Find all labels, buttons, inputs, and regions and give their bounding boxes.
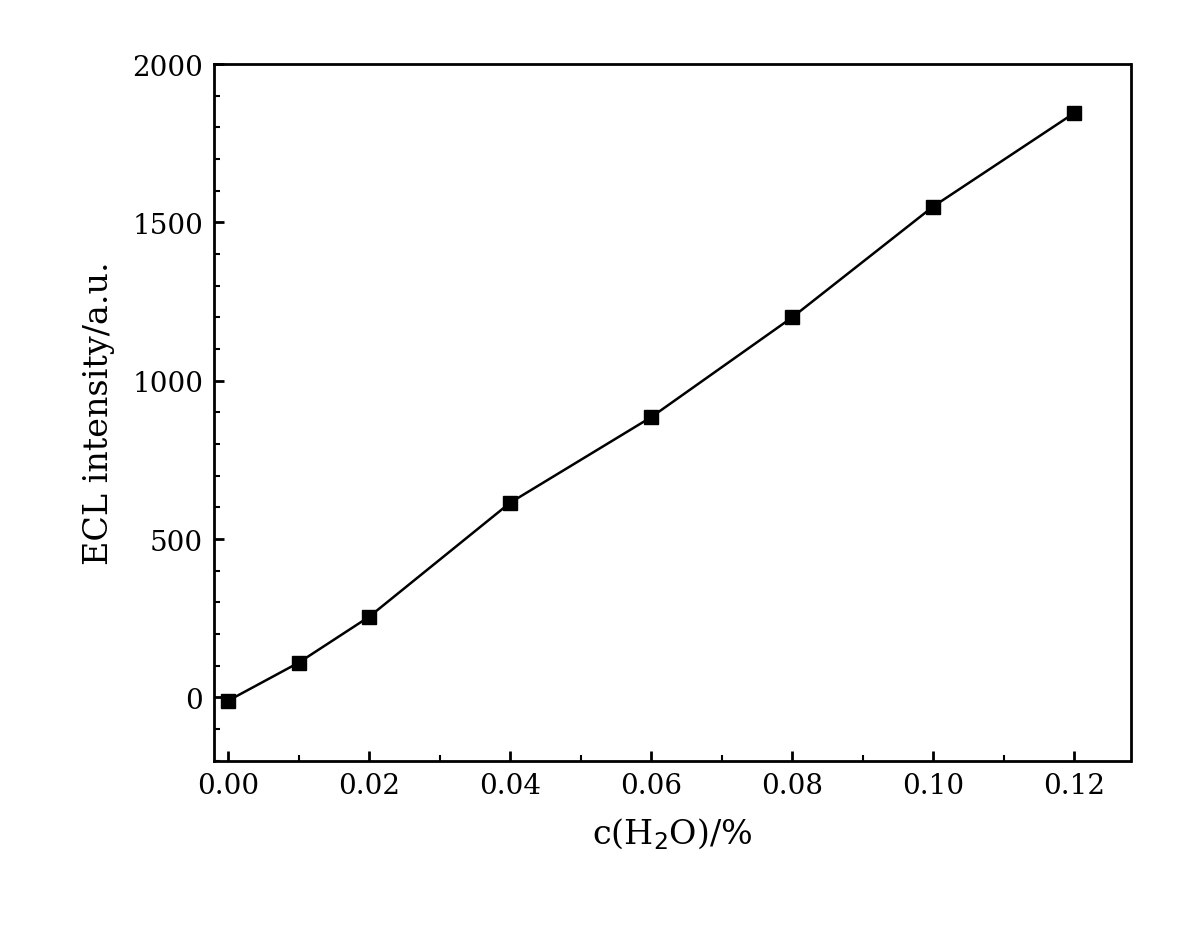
Y-axis label: ECL intensity/a.u.: ECL intensity/a.u. [83, 262, 115, 564]
X-axis label: c(H$_2$O)/%: c(H$_2$O)/% [593, 816, 752, 851]
